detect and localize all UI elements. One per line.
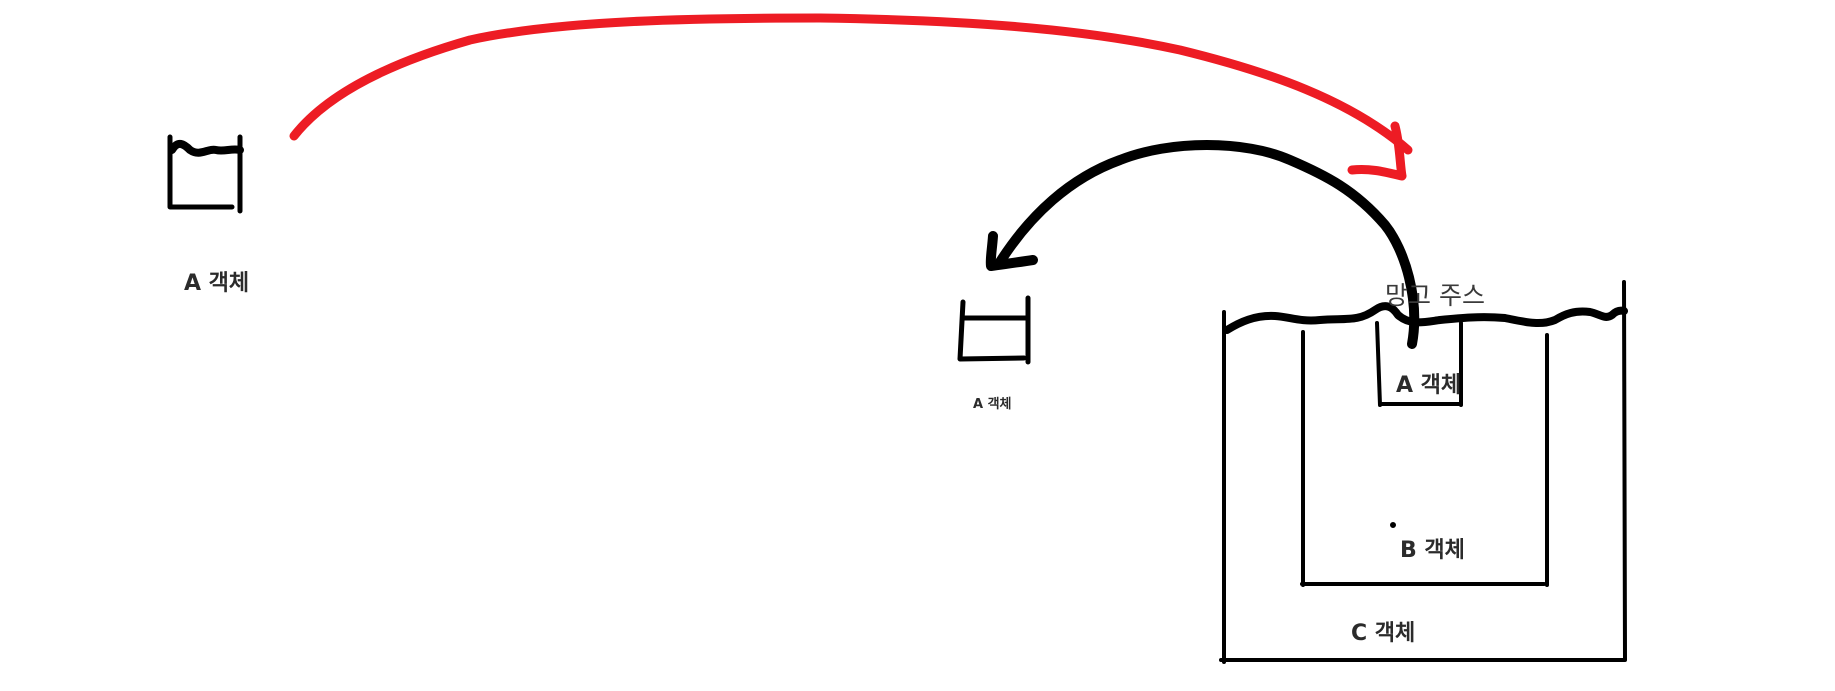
label-a-object-inside: A 객체: [1396, 373, 1461, 398]
cup-a-left: [167, 134, 244, 214]
label-mango-juice: 망고 주스: [1385, 281, 1485, 310]
cup-a-middle: [957, 295, 1031, 365]
label-a-object-middle: A 객체: [973, 396, 1012, 412]
cup-a-middle-walls: [957, 295, 1031, 365]
black-arrow-curve: [995, 140, 1420, 349]
red-arrow: [289, 13, 1413, 181]
red-arrowhead: [1347, 121, 1407, 181]
label-c-object: C 객체: [1351, 621, 1415, 646]
red-arrow-curve: [289, 13, 1413, 155]
liquid-surface: [1223, 302, 1628, 334]
container-c-walls: [1219, 280, 1627, 664]
container-b: [1300, 330, 1549, 587]
black-arrowhead: [985, 231, 1038, 271]
label-a-object-left: A 객체: [184, 271, 249, 296]
small-dot: [1390, 522, 1396, 528]
container-a-inner-walls: [1375, 321, 1463, 407]
label-b-object: B 객체: [1400, 538, 1465, 563]
cup-a-left-liquid: [168, 140, 244, 157]
container-b-walls: [1300, 330, 1549, 587]
black-arrow: [985, 140, 1420, 349]
container-c: [1219, 280, 1627, 664]
container-a-inner: [1375, 321, 1463, 407]
